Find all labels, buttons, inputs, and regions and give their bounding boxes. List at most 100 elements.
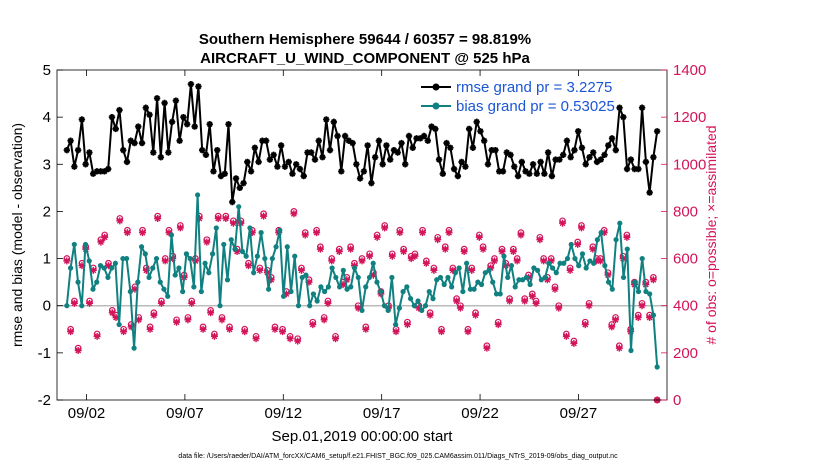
- rmse-point: [582, 161, 589, 168]
- obs-assimilated-point: [112, 314, 120, 321]
- rmse-point: [120, 146, 127, 154]
- obs-assimilated-point: [358, 257, 366, 265]
- x-tick-label: 09/22: [461, 405, 499, 422]
- bias-point: [527, 281, 533, 288]
- obs-assimilated-point: [585, 302, 593, 310]
- obs-assimilated-point: [290, 210, 298, 218]
- obs-assimilated-point: [135, 316, 143, 324]
- bias-point: [393, 321, 399, 328]
- rmse-point: [522, 168, 529, 175]
- obs-assimilated-point: [294, 337, 302, 345]
- obs-assimilated-point: [400, 248, 408, 255]
- rmse-point: [477, 128, 484, 135]
- bias-point: [378, 288, 384, 295]
- bias-point: [310, 291, 317, 297]
- obs-assimilated-point: [468, 266, 476, 274]
- bias-point: [292, 253, 298, 259]
- bias-point: [97, 263, 104, 269]
- rmse-point: [469, 144, 477, 151]
- rmse-point: [439, 170, 447, 177]
- obs-assimilated-point: [547, 257, 555, 265]
- x-tick-label: 09/17: [363, 405, 401, 422]
- rmse-point: [552, 156, 559, 163]
- bias-point: [239, 248, 246, 255]
- obs-assimilated-point: [309, 321, 317, 329]
- bias-point: [579, 251, 586, 257]
- rmse-point: [511, 163, 518, 170]
- obs-assimilated-point: [434, 236, 442, 244]
- rmse-point: [232, 175, 240, 182]
- bias-point: [340, 267, 346, 273]
- rmse-point: [627, 156, 635, 163]
- bias-point: [187, 255, 193, 262]
- y-left-tick-label: 4: [43, 109, 51, 126]
- rmse-point: [74, 146, 82, 154]
- rmse-point: [601, 151, 608, 159]
- rmse-point: [556, 156, 563, 163]
- obs-assimilated-point: [426, 311, 434, 319]
- bias-point: [583, 265, 589, 271]
- rmse-point: [108, 113, 116, 121]
- rmse-point: [620, 113, 627, 121]
- rmse-point: [67, 137, 74, 144]
- bias-point: [295, 303, 302, 309]
- obs-assimilated-point: [89, 266, 97, 274]
- bias-point: [523, 274, 529, 281]
- bias-point: [273, 244, 279, 250]
- obs-assimilated-point: [332, 335, 340, 343]
- bias-point: [535, 267, 541, 273]
- rmse-point: [270, 151, 277, 159]
- bias-point: [344, 286, 350, 292]
- y-right-tick-label: 0: [673, 392, 681, 409]
- obs-assimilated-point: [297, 266, 305, 274]
- rmse-point: [293, 161, 300, 168]
- obs-assimilated-point: [396, 229, 404, 237]
- bias-point: [456, 265, 462, 271]
- bias-point: [426, 288, 432, 295]
- obs-assimilated-point: [441, 245, 449, 253]
- bias-point: [138, 244, 145, 250]
- bias-point: [176, 265, 182, 271]
- obs-assimilated-point: [532, 299, 540, 307]
- rmse-point: [168, 118, 176, 126]
- rmse-point: [548, 172, 556, 180]
- y-right-tick-label: 600: [673, 251, 698, 268]
- chart-subtitle: AIRCRAFT_U_WIND_COMPONENT @ 525 hPa: [200, 50, 530, 67]
- rmse-point: [454, 172, 462, 180]
- rmse-point: [353, 161, 360, 168]
- rmse-point: [368, 179, 375, 187]
- bias-point: [243, 253, 249, 259]
- bias-point: [236, 204, 242, 210]
- obs-assimilated-point: [173, 318, 181, 326]
- obs-assimilated-point: [78, 262, 86, 270]
- bias-point: [161, 286, 167, 292]
- rmse-point: [424, 137, 431, 144]
- bias-point: [288, 288, 294, 295]
- bias-point: [505, 274, 511, 281]
- obs-assimilated-point: [207, 309, 215, 317]
- bias-point: [183, 251, 189, 257]
- obs-assimilated-point: [472, 311, 480, 319]
- obs-assimilated-point: [70, 299, 78, 307]
- bias-point: [609, 286, 615, 292]
- obs-assimilated-point: [146, 325, 154, 333]
- bias-point: [120, 255, 126, 262]
- obs-assimilated-point: [411, 252, 419, 260]
- bias-point: [284, 244, 290, 250]
- bias-point: [180, 288, 186, 295]
- bias-point: [389, 274, 395, 281]
- obs-assimilated-point: [475, 233, 483, 241]
- rmse-point: [514, 172, 522, 180]
- rmse-point: [165, 149, 172, 156]
- bias-point: [262, 255, 268, 262]
- obs-assimilated-point: [313, 229, 321, 237]
- bias-point: [647, 291, 653, 297]
- rmse-point: [597, 156, 604, 163]
- rmse-point: [563, 137, 571, 144]
- bias-point: [497, 291, 503, 297]
- bias-point: [452, 270, 459, 276]
- obs-assimilated-point: [154, 215, 162, 222]
- rmse-point: [236, 184, 243, 192]
- rmse-point: [435, 156, 443, 163]
- rmse-point: [503, 149, 510, 156]
